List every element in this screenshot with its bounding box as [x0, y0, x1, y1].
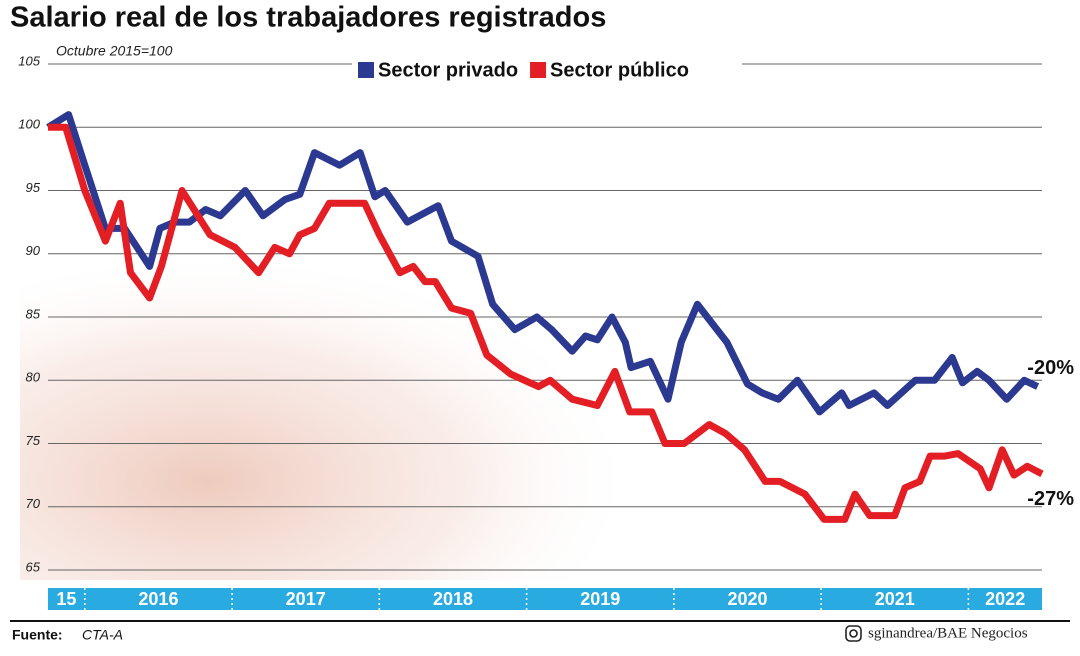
x-tick-label: 2017: [286, 589, 326, 609]
y-tick-label: 95: [26, 180, 41, 195]
y-tick-label: 80: [26, 370, 41, 385]
instagram-icon: [845, 625, 862, 642]
x-tick-label: 2018: [433, 589, 473, 609]
legend-swatch: [530, 62, 547, 78]
y-tick-label: 100: [18, 117, 40, 132]
source-label: Fuente:: [12, 627, 63, 643]
credit: sginandrea/BAE Negocios: [868, 625, 1028, 641]
source: CTA-A: [82, 627, 123, 643]
x-tick-label: 2021: [875, 589, 915, 609]
legend-label: Sector privado: [378, 59, 518, 81]
y-tick-label: 65: [26, 559, 41, 574]
y-tick-label: 75: [26, 433, 41, 448]
y-tick-label: 105: [18, 53, 40, 68]
x-tick-label: 15: [56, 589, 76, 609]
x-tick-label: 2022: [985, 589, 1025, 609]
end-annotation: -27%: [1027, 488, 1074, 510]
legend-label: Sector público: [550, 59, 689, 81]
series-line: [46, 111, 1040, 416]
legend-background: [352, 56, 742, 84]
chart-title: Salario real de los trabajadores registr…: [10, 2, 606, 34]
end-annotation: -20%: [1027, 357, 1074, 379]
y-tick-label: 85: [26, 306, 41, 321]
y-tick-label: 90: [26, 243, 41, 258]
year-band: [48, 588, 1042, 610]
x-tick-label: 2019: [580, 589, 620, 609]
background-photo: [20, 250, 640, 580]
series-line: [48, 123, 1044, 523]
instagram-icon: [849, 629, 858, 638]
legend-swatch: [358, 62, 374, 78]
subtitle: Octubre 2015=100: [56, 43, 173, 59]
x-tick-label: 2020: [727, 589, 767, 609]
x-tick-label: 2016: [138, 589, 178, 609]
y-tick-label: 70: [26, 496, 41, 511]
